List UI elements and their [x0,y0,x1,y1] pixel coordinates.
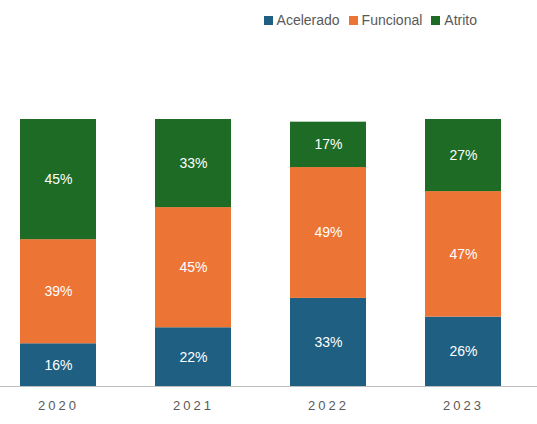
html-text:Atrito: Atrito [444,12,477,28]
svg-text:45%: 45% [179,259,207,275]
svg-text:47%: 47% [449,246,477,262]
svg-text:26%: 26% [449,343,477,359]
svg-text:2021: 2021 [173,398,214,413]
svg-text:33%: 33% [314,334,342,350]
svg-text:27%: 27% [449,147,477,163]
svg-text:16%: 16% [44,357,72,373]
svg-text:2020: 2020 [38,398,79,413]
html-text:Funcional: Funcional [361,12,423,28]
svg-text:17%: 17% [314,136,342,152]
svg-text:45%: 45% [44,171,72,187]
html-text:Acelerado: Acelerado [276,12,340,28]
svg-text:2022: 2022 [308,398,349,413]
svg-text:22%: 22% [179,349,207,365]
svg-text:49%: 49% [314,224,342,240]
svg-text:2023: 2023 [443,398,484,413]
svg-text:33%: 33% [179,155,207,171]
svg-text:39%: 39% [44,283,72,299]
